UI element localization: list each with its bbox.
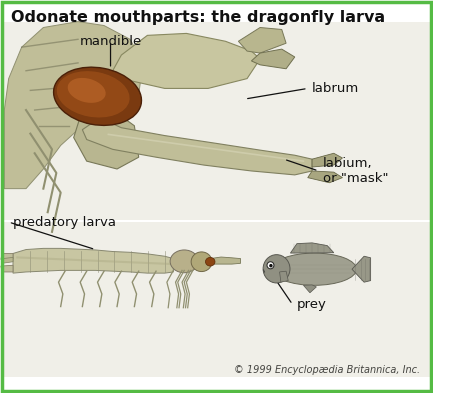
Polygon shape (238, 28, 285, 53)
Polygon shape (2, 257, 13, 263)
Polygon shape (303, 285, 316, 293)
Text: prey: prey (296, 298, 326, 311)
Polygon shape (311, 153, 341, 167)
Polygon shape (112, 33, 259, 88)
Text: © 1999 Encyclopædia Britannica, Inc.: © 1999 Encyclopædia Britannica, Inc. (234, 365, 420, 375)
Ellipse shape (56, 71, 129, 118)
Polygon shape (351, 256, 370, 282)
Ellipse shape (67, 78, 106, 103)
Text: Odonate mouthparts: the dragonfly larva: Odonate mouthparts: the dragonfly larva (11, 10, 384, 25)
Ellipse shape (263, 255, 289, 283)
Ellipse shape (205, 257, 214, 266)
Polygon shape (4, 22, 143, 189)
Polygon shape (73, 110, 139, 169)
FancyBboxPatch shape (4, 22, 431, 220)
Polygon shape (1, 253, 13, 259)
Text: predatory larva: predatory larva (13, 215, 116, 229)
FancyBboxPatch shape (4, 222, 431, 377)
Polygon shape (279, 271, 288, 282)
Ellipse shape (170, 250, 198, 273)
Polygon shape (210, 257, 240, 264)
Polygon shape (307, 171, 341, 183)
Polygon shape (82, 118, 311, 175)
Ellipse shape (191, 252, 212, 272)
Ellipse shape (53, 67, 141, 125)
Polygon shape (1, 265, 13, 272)
Ellipse shape (266, 262, 274, 269)
Polygon shape (13, 248, 173, 273)
Polygon shape (251, 49, 294, 69)
Ellipse shape (269, 264, 272, 267)
Text: labrum: labrum (311, 82, 358, 95)
Polygon shape (290, 243, 333, 253)
Ellipse shape (271, 253, 356, 285)
Text: labium,
or "mask": labium, or "mask" (322, 157, 387, 185)
Text: mandible: mandible (79, 35, 141, 48)
